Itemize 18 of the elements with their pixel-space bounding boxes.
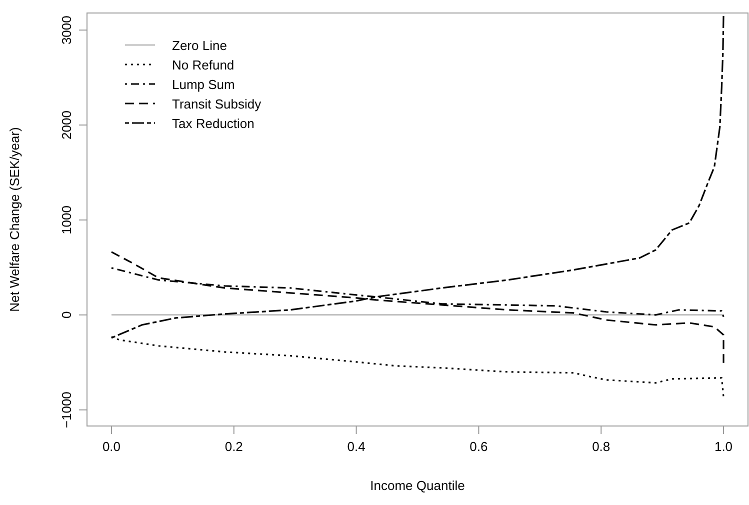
x-tick-label: 0.0 xyxy=(102,439,121,454)
legend-label: No Refund xyxy=(172,58,234,72)
legend-label: Zero Line xyxy=(172,38,227,53)
legend-label: Lump Sum xyxy=(172,77,235,92)
y-tick-label: 2000 xyxy=(59,110,74,140)
x-tick-label: 0.8 xyxy=(592,439,610,454)
y-tick-label: 0 xyxy=(59,311,74,319)
x-tick-label: 0.2 xyxy=(224,439,243,454)
y-tick-label: 1000 xyxy=(59,206,74,234)
x-tick-label: 1.0 xyxy=(714,439,733,454)
legend-label: Transit Subsidy xyxy=(172,96,262,112)
legend-label: Tax Reduction xyxy=(172,116,254,131)
y-tick-label: 3000 xyxy=(59,16,74,45)
x-axis-title: Income Quantile xyxy=(370,478,465,493)
y-axis-title: Net Welfare Change (SEK/year) xyxy=(7,127,22,312)
x-tick-label: 0.6 xyxy=(470,439,488,454)
y-tick-label: −1000 xyxy=(59,392,74,428)
x-tick-label: 0.4 xyxy=(347,439,366,454)
